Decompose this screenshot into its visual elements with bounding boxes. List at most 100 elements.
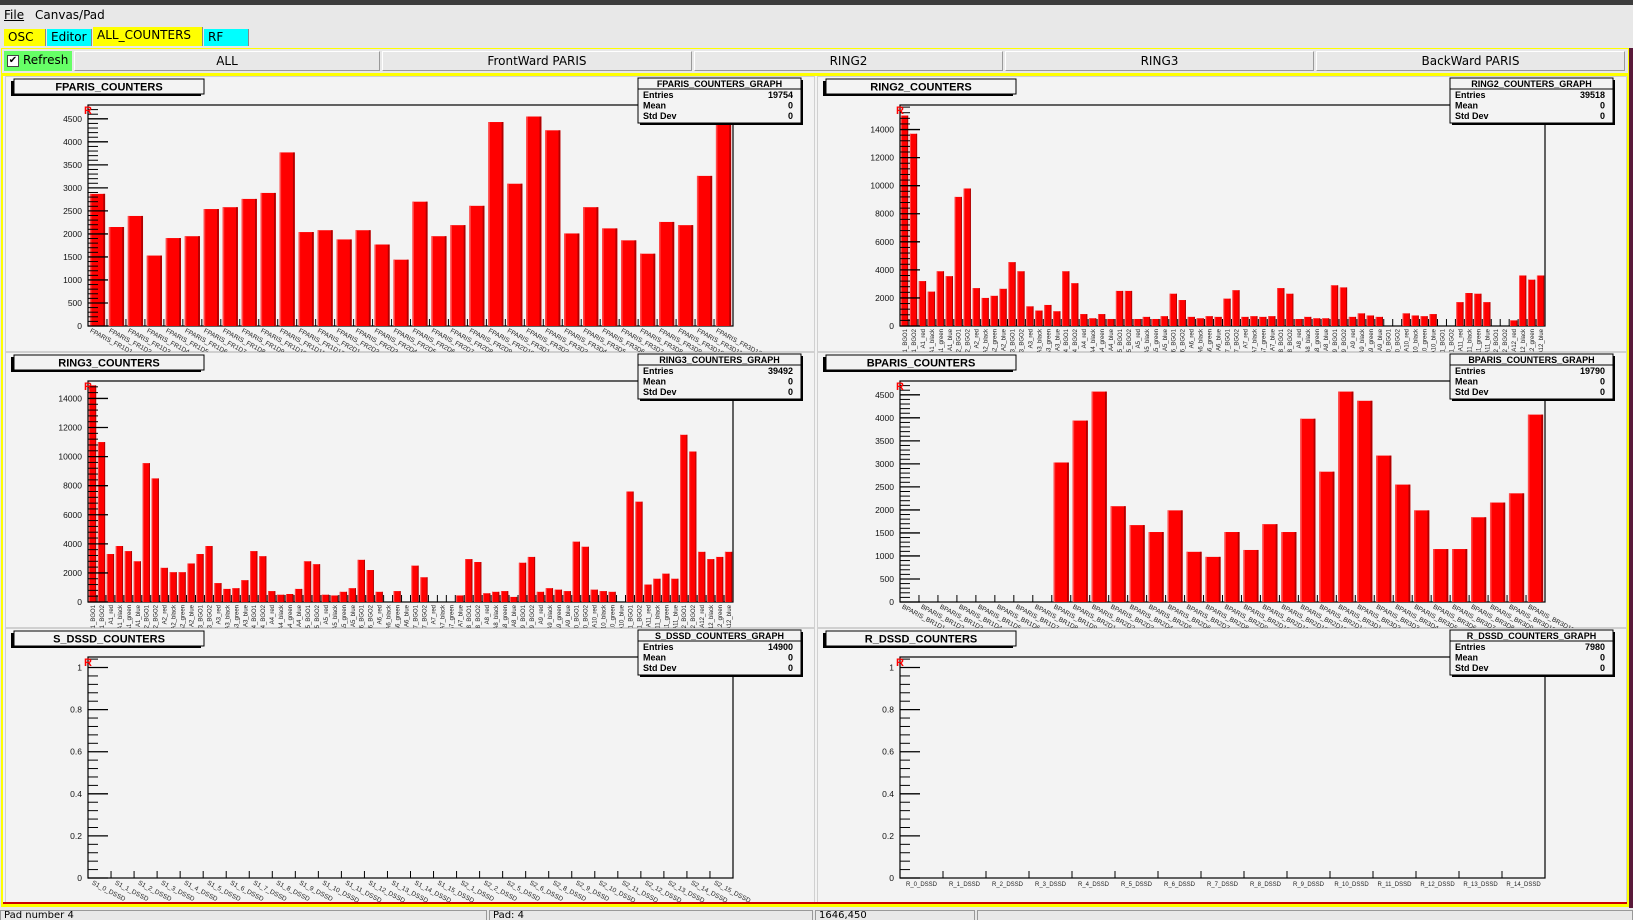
bar-highlight: [1124, 290, 1126, 326]
tab-all-counters[interactable]: ALL_COUNTERS: [93, 27, 203, 46]
bar-highlight: [1160, 316, 1162, 326]
histogram-title: FPARIS_COUNTERS: [55, 82, 162, 94]
histogram-bar: [1452, 549, 1468, 602]
status-bar: Pad number 4 Pad: 4 1646,450: [0, 908, 1633, 920]
bar-fill: [106, 554, 114, 602]
bar-shade: [978, 288, 980, 326]
x-axis-label: A1_BGO1: [903, 328, 909, 352]
pad-bparis-counters[interactable]: BPARIS_BR1D1 BPARIS_BR1D2 BPARIS_BR1D3 BPAR…: [817, 352, 1627, 628]
refresh-checkbox[interactable]: ✔ Refresh: [4, 51, 72, 71]
bar-shade: [399, 591, 401, 602]
bar-shade: [1166, 316, 1168, 326]
bar-fill: [1187, 316, 1195, 326]
bar-shade: [1408, 484, 1411, 602]
pad-s-dssd-counters[interactable]: S1_0_DSSD S1_1_DSSD S1_2_DSSD S1_3_DSSD S1_4…: [5, 628, 815, 904]
histogram-bar: [1187, 316, 1195, 326]
bar-fill: [1062, 271, 1070, 326]
y-axis-label: 4500: [63, 114, 82, 124]
status-pad-number: Pad number 4: [0, 910, 487, 920]
frontward-paris-button[interactable]: FrontWard PARIS: [382, 51, 692, 71]
bar-highlight: [1008, 262, 1010, 326]
ring3-button[interactable]: RING3: [1005, 51, 1314, 71]
bar-highlight: [1319, 471, 1321, 602]
bar-highlight: [1110, 506, 1113, 602]
x-axis-label: A4_BGO1: [1064, 328, 1070, 352]
x-axis-label: A6_BGO2: [369, 604, 375, 628]
stats-entries-label: Entries: [1455, 366, 1486, 376]
bar-highlight: [1072, 420, 1075, 602]
tab-osc[interactable]: OSC: [4, 29, 46, 46]
bar-highlight: [187, 563, 189, 602]
pad-fparis-counters[interactable]: FPARIS_FR1D1 FPARIS_FR1D2 FPARIS_FR1D3 FPAR…: [5, 76, 815, 352]
checkmark-icon[interactable]: ✔: [7, 55, 19, 67]
pad-r-dssd-counters[interactable]: R_0_DSSD R_1_DSSD R_2_DSSD R_3_DSSD R_4_DSSD…: [817, 628, 1627, 904]
bar-fill: [689, 451, 697, 602]
bar-shade: [489, 593, 491, 602]
histogram-bar: [412, 201, 428, 326]
bar-fill: [330, 595, 338, 602]
histogram-bar: [277, 594, 285, 602]
bar-fill: [165, 238, 181, 326]
stats-title: RING3_COUNTERS_GRAPH: [659, 355, 780, 365]
bar-highlight: [1483, 302, 1485, 326]
ring2-button[interactable]: RING2: [694, 51, 1003, 71]
histogram-bar: [671, 578, 679, 602]
histogram-bar: [222, 207, 238, 326]
bar-fill: [1224, 532, 1240, 602]
root-canvas[interactable]: FPARIS_FR1D1 FPARIS_FR1D2 FPARIS_FR1D3 FPAR…: [1, 74, 1629, 907]
bar-fill: [474, 562, 482, 602]
histogram-bar: [1414, 510, 1430, 602]
x-axis-label: R_6_DSSD: [1164, 882, 1196, 888]
bar-fill: [972, 288, 980, 326]
x-axis-label: A10_BGO1: [1387, 328, 1393, 352]
tab-rf[interactable]: RF: [204, 29, 249, 46]
bar-shade: [349, 239, 352, 326]
bar-fill: [411, 565, 419, 602]
bar-fill: [268, 591, 276, 602]
bar-fill: [142, 463, 150, 602]
backward-paris-button[interactable]: BackWard PARIS: [1316, 51, 1625, 71]
x-axis-label: A4_red: [270, 605, 276, 624]
x-axis-label: A4_green: [1100, 329, 1106, 352]
bar-shade: [265, 556, 267, 602]
x-axis-label: A10_green: [1423, 329, 1429, 352]
pad-ring2-counters[interactable]: A1_BGO1 A1_BGO2 A1_red A1_black A1_green A1_b…: [817, 76, 1627, 352]
bar-shade: [292, 594, 294, 602]
histogram-bar: [1148, 532, 1164, 602]
x-axis-label: A12_BGO2: [1503, 328, 1509, 352]
stats-box: [637, 353, 802, 400]
bar-shade: [198, 236, 200, 326]
bar-shade: [363, 559, 365, 602]
bar-highlight: [696, 175, 699, 326]
all-button[interactable]: ALL: [74, 51, 380, 71]
x-axis-label: R_4_DSSD: [1078, 882, 1110, 888]
y-axis-label: 3000: [875, 459, 894, 469]
bar-fill: [680, 434, 688, 602]
window-border: [1629, 48, 1633, 908]
x-axis-label: A2_black: [172, 604, 178, 628]
histogram-bar: [450, 225, 466, 326]
title-box: [825, 354, 1017, 371]
histogram-bar: [715, 556, 724, 602]
histogram-bar: [1071, 283, 1079, 326]
bar-shade: [1149, 316, 1151, 326]
histogram-bar: [1508, 493, 1525, 602]
bar-highlight: [527, 556, 529, 602]
bar-shade: [1534, 279, 1536, 326]
menu-file[interactable]: File: [4, 8, 25, 22]
x-axis-label: A2_BGO2: [154, 604, 160, 628]
bar-highlight: [259, 556, 261, 602]
menu-canvas-pad[interactable]: Canvas/Pad: [35, 8, 105, 22]
x-axis-label: A12_red: [700, 605, 706, 628]
bar-fill: [127, 215, 144, 326]
bar-highlight: [526, 116, 528, 326]
histogram-bar: [1129, 525, 1145, 602]
tab-editor[interactable]: Editor: [47, 29, 92, 46]
pad-ring3-counters[interactable]: A1_BGO1 A1_BGO2 A1_red A1_black A1_green A1_b…: [5, 352, 815, 628]
histogram-bar: [527, 556, 536, 602]
x-axis-label: A2_green: [993, 329, 999, 352]
bar-shade: [1067, 462, 1069, 602]
bar-shade: [103, 193, 106, 326]
bar-shade: [256, 551, 258, 602]
bar-highlight: [1414, 510, 1416, 602]
